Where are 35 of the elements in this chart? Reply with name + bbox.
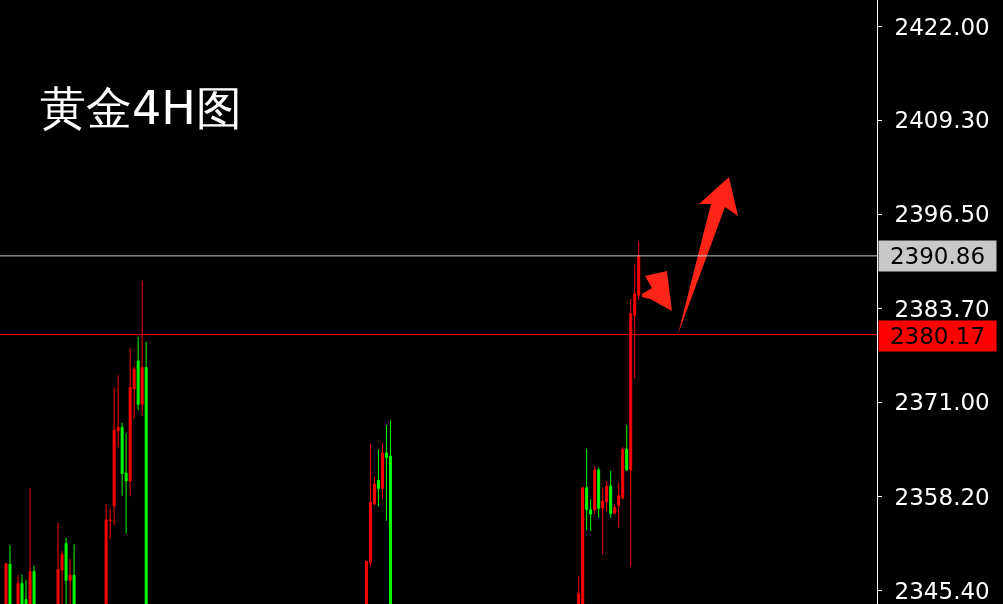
y-tick-label: 2358.20 [894,483,990,510]
y-tick-label: 2409.30 [894,107,990,134]
candlestick [8,544,12,604]
candlestick [128,347,132,497]
y-tick-label: 2422.00 [894,13,990,40]
candlestick [593,465,597,515]
y-tick-label: 2371.00 [894,389,990,416]
y-tick-label: 2345.40 [894,577,990,604]
candlestick [613,504,617,514]
ref-line-label: 2390.86 [889,243,986,269]
candlestick [136,336,140,411]
candlestick [380,442,384,500]
text: 黄金4H图 [40,81,242,136]
candlestick [597,467,601,519]
y-tick-label: 2383.70 [894,295,990,322]
candlestick [4,562,8,604]
candlestick [609,470,613,519]
candlestick [388,420,392,604]
candlestick [625,424,629,472]
candlestick [104,503,108,604]
candlestick [64,537,68,604]
candlestick [16,574,20,604]
candlestick [20,574,24,604]
candlestick [68,558,72,604]
candlestick [72,543,76,604]
candlestick [585,448,589,531]
candlestick [24,579,28,604]
candlestick [581,487,585,604]
candlestick [32,565,36,604]
y-tick-label: 2396.50 [894,201,990,228]
ref-line-label: 2380.17 [889,323,986,349]
candlestick [56,522,60,604]
candlestick [144,341,148,604]
candlestick [28,487,32,604]
candlestick [376,448,380,508]
